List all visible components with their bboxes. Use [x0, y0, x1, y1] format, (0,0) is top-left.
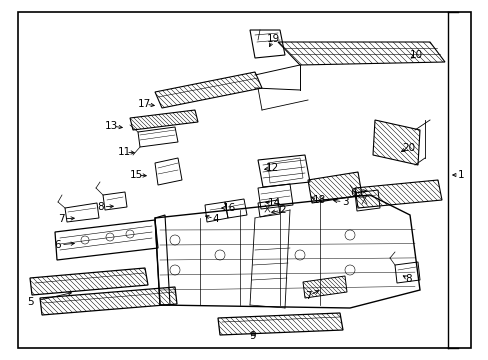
Text: 17: 17	[137, 99, 150, 109]
Text: 7: 7	[304, 291, 311, 301]
Text: 19: 19	[266, 34, 279, 44]
Text: 8: 8	[98, 202, 104, 212]
Text: 18: 18	[312, 195, 325, 205]
Text: 12: 12	[265, 163, 278, 173]
Text: 6: 6	[55, 240, 61, 250]
Text: 20: 20	[402, 143, 415, 153]
Text: 3: 3	[341, 197, 347, 207]
Text: 14: 14	[267, 198, 280, 208]
Text: 15: 15	[129, 170, 142, 180]
Text: 16: 16	[222, 203, 235, 213]
Text: 4: 4	[212, 214, 219, 224]
Text: 7: 7	[58, 214, 64, 224]
Text: 5: 5	[28, 297, 34, 307]
Text: 11: 11	[117, 147, 130, 157]
Text: 6: 6	[350, 188, 357, 198]
Text: 13: 13	[104, 121, 118, 131]
Text: 2: 2	[279, 205, 286, 215]
Text: 8: 8	[405, 274, 411, 284]
Text: 1: 1	[457, 170, 464, 180]
Text: 10: 10	[408, 50, 422, 60]
Text: 9: 9	[249, 331, 256, 341]
